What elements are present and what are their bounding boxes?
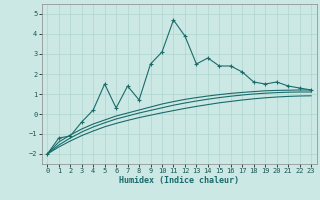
X-axis label: Humidex (Indice chaleur): Humidex (Indice chaleur) <box>119 176 239 185</box>
